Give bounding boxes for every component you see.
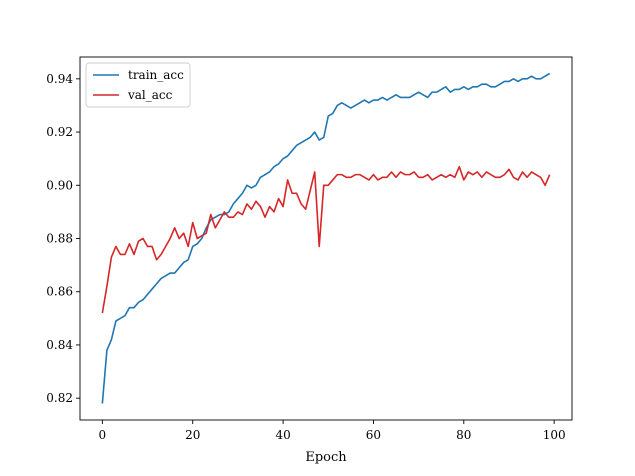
x-tick-label: 80 [456,428,471,442]
x-axis-label: Epoch [305,450,347,465]
legend-label-val-acc: val_acc [127,88,173,102]
y-tick-label: 0.92 [46,125,73,139]
legend: train_acc val_acc [85,62,191,108]
y-tick-label: 0.82 [46,391,73,405]
series-layer [101,72,551,404]
series-line-val-acc [101,165,551,314]
x-tick-label: 40 [275,428,290,442]
legend-box [85,62,191,108]
x-tick-label: 0 [99,428,107,442]
y-tick-label: 0.90 [46,178,73,192]
y-axis: 0.82 0.84 0.86 0.88 0.90 0.92 0.94 [46,72,80,405]
y-tick-label: 0.88 [46,232,73,246]
legend-label-train-acc: train_acc [128,68,184,82]
y-tick-label: 0.94 [46,72,73,86]
x-axis: 0 20 40 60 80 100 [99,420,566,442]
y-tick-label: 0.84 [46,338,73,352]
x-tick-label: 20 [185,428,200,442]
x-tick-label: 60 [366,428,381,442]
x-tick-label: 100 [543,428,566,442]
y-tick-label: 0.86 [46,285,73,299]
series-line-train-acc [101,72,551,404]
